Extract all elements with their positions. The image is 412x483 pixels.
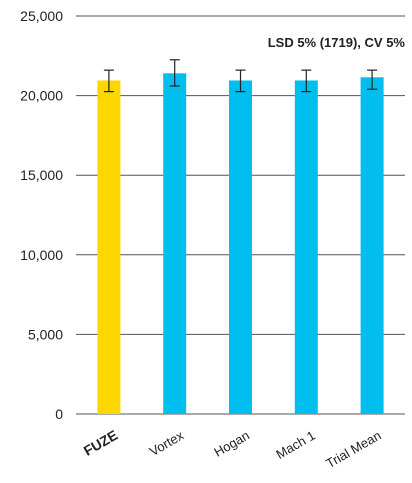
bars xyxy=(97,73,384,415)
y-tick-label: 15,000 xyxy=(20,167,63,183)
x-tick-label: FUZE xyxy=(81,427,121,459)
bar xyxy=(360,77,384,415)
chart-annotation: LSD 5% (1719), CV 5% xyxy=(268,35,406,50)
x-axis-tick-labels: FUZE Vortex Hogan Mach 1 Trial Mean xyxy=(81,427,384,471)
x-tick-label: Trial Mean xyxy=(323,428,383,471)
x-tick-label: Vortex xyxy=(147,427,187,459)
y-tick-label: 10,000 xyxy=(20,247,63,263)
bar xyxy=(97,80,121,414)
bar xyxy=(294,80,318,414)
y-tick-label: 25,000 xyxy=(20,8,63,24)
y-tick-label: 0 xyxy=(55,406,63,422)
x-tick-label: Hogan xyxy=(211,428,252,460)
y-tick-label: 20,000 xyxy=(20,88,63,104)
bar xyxy=(229,80,252,414)
y-axis-tick-labels: 0 5,000 10,000 15,000 20,000 25,000 xyxy=(20,8,63,422)
bar xyxy=(163,73,187,414)
y-tick-label: 5,000 xyxy=(28,326,63,342)
error-bars xyxy=(103,59,378,93)
x-tick-label: Mach 1 xyxy=(273,428,317,462)
